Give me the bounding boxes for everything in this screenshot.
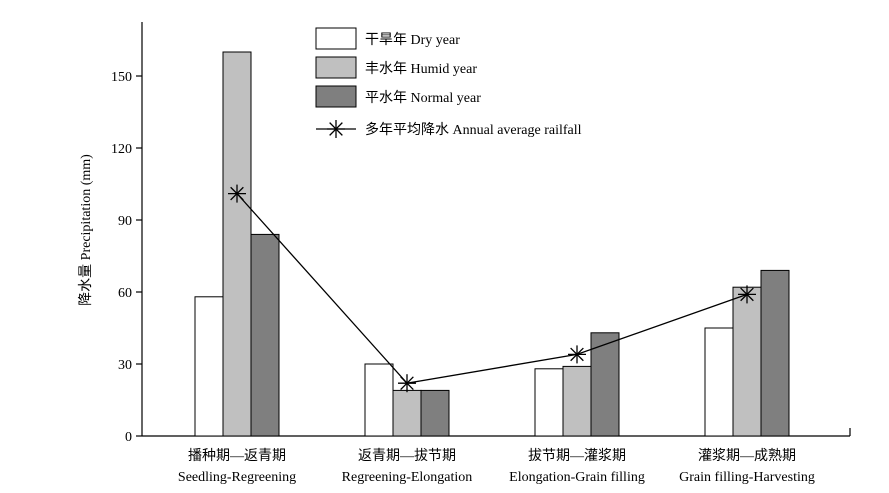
bar (534, 368, 564, 437)
bar (590, 332, 620, 437)
y-tick-label: 90 (118, 214, 132, 229)
average-point (398, 374, 416, 393)
legend-swatch (315, 85, 357, 108)
x-tick-label-zh: 灌浆期—成熟期 (698, 448, 796, 464)
bar (420, 389, 450, 437)
y-tick-label: 30 (118, 358, 132, 373)
legend-label: 多年平均降水 Annual average railfall (365, 121, 582, 138)
bars (194, 51, 790, 437)
bar (562, 365, 592, 437)
legend-swatch (315, 27, 357, 50)
legend-swatch (315, 56, 357, 79)
y-tick-label: 120 (111, 142, 132, 157)
y-tick-label: 150 (111, 70, 132, 85)
x-tick-label-en: Elongation-Grain filling (509, 470, 645, 485)
legend-label: 平水年 Normal year (365, 90, 481, 106)
bar (732, 286, 762, 437)
x-tick-label-en: Regreening-Elongation (342, 470, 473, 485)
y-tick-label: 0 (125, 430, 132, 445)
average-line-path (236, 193, 748, 384)
x-labels: 播种期—返青期 Seedling-Regreening 返青期—拔节期 Regreen… (178, 448, 815, 485)
x-tick-label-zh: 拔节期—灌浆期 (528, 448, 626, 464)
legend-label: 干旱年 Dry year (365, 32, 460, 48)
average-point (327, 120, 345, 138)
bar (392, 389, 422, 437)
bar (760, 269, 790, 437)
x-tick-label-en: Grain filling-Harvesting (679, 470, 815, 485)
legend: 干旱年 Dry year 丰水年 Humid year 平水年 Normal yea… (315, 27, 582, 138)
y-tick-label: 60 (118, 286, 132, 301)
average-line (228, 184, 756, 393)
average-point (568, 345, 586, 364)
bar (194, 296, 224, 437)
y-axis-label: 降水量 Precipitation (mm) (78, 154, 94, 306)
legend-label: 丰水年 Humid year (365, 61, 477, 77)
average-point (228, 184, 246, 203)
bar (222, 51, 252, 437)
y-ticks: 0 30 60 90 120 150 (111, 70, 142, 445)
bar (364, 363, 394, 437)
bar (250, 233, 280, 437)
x-tick-label-zh: 返青期—拔节期 (358, 448, 456, 464)
bar (704, 327, 734, 437)
x-tick-label-zh: 播种期—返青期 (188, 448, 286, 464)
x-tick-label-en: Seedling-Regreening (178, 470, 296, 485)
average-point (738, 285, 756, 304)
